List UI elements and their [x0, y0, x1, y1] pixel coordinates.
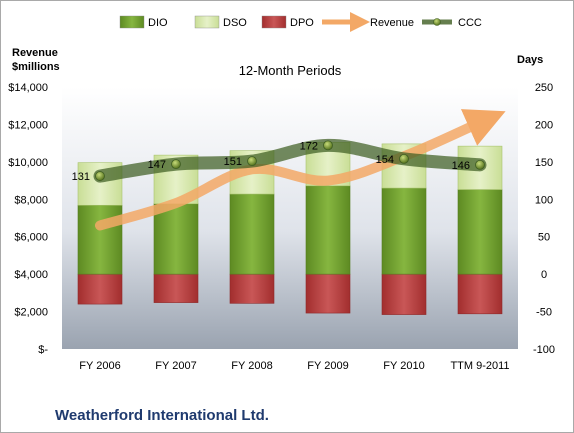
x-tick-label: FY 2009 — [307, 360, 348, 372]
ccc-marker — [171, 159, 181, 170]
chart-subtitle: 12-Month Periods — [239, 63, 342, 78]
legend-marker-ccc — [433, 18, 441, 26]
dpo-bar — [77, 273, 123, 305]
ccc-data-label: 146 — [452, 160, 470, 172]
dio-bar — [457, 189, 503, 275]
dio-bar — [77, 204, 123, 275]
x-tick-label: TTM 9-2011 — [450, 360, 509, 372]
legend-swatch-dso — [194, 15, 220, 29]
left-axis-label-line1: Revenue — [12, 47, 58, 59]
ccc-data-label: 151 — [224, 156, 242, 168]
dio-bar — [229, 193, 275, 275]
revenue-line — [95, 109, 506, 231]
ccc-marker — [399, 153, 409, 164]
legend-label-dso: DSO — [223, 17, 247, 29]
legend-label-ccc: CCC — [458, 17, 482, 29]
right-tick-label: 100 — [535, 194, 553, 206]
x-tick-label: FY 2006 — [79, 360, 120, 372]
left-axis-label-line2: $millions — [12, 61, 60, 73]
x-tick-label: FY 2010 — [383, 360, 424, 372]
right-tick-label: -100 — [533, 344, 555, 356]
dio-bar — [305, 185, 351, 275]
ccc-line — [93, 138, 487, 183]
left-axis-ticks: $- $2,000 $4,000 $6,000 $8,000 $10,000 $12,000… — [8, 82, 48, 356]
right-tick-label: 200 — [535, 119, 553, 131]
ccc-marker — [475, 159, 485, 170]
dio-bar — [153, 203, 199, 275]
company-name: Weatherford International Ltd. — [55, 407, 269, 424]
dpo-bar — [305, 273, 351, 314]
dio-bar — [381, 187, 427, 275]
legend-swatch-dio — [119, 15, 145, 29]
right-tick-label: 50 — [538, 232, 550, 244]
x-axis-ticks: FY 2006 FY 2007 FY 2008 FY 2009 FY 2010 TTM 9… — [79, 360, 509, 372]
legend-label-dio: DIO — [148, 17, 168, 29]
left-tick-label: $4,000 — [14, 269, 48, 281]
left-tick-label: $2,000 — [14, 307, 48, 319]
left-tick-label: $10,000 — [8, 157, 48, 169]
ccc-marker — [323, 140, 333, 151]
right-tick-label: 150 — [535, 157, 553, 169]
right-axis-ticks: -100 -50 0 50 100 150 200 250 — [533, 82, 555, 356]
legend-swatch-dpo — [261, 15, 287, 29]
ccc-data-label: 131 — [72, 171, 90, 183]
right-tick-label: 0 — [541, 269, 547, 281]
legend-label-dpo: DPO — [290, 17, 314, 29]
left-tick-label: $- — [38, 344, 48, 356]
right-tick-label: -50 — [536, 307, 552, 319]
dpo-bar — [457, 273, 503, 315]
legend: DIO DSO DPO Revenue CCC — [119, 12, 482, 32]
left-tick-label: $6,000 — [14, 232, 48, 244]
dpo-bar — [229, 273, 275, 304]
legend-label-revenue: Revenue — [370, 17, 414, 29]
ccc-data-label: 154 — [376, 154, 394, 166]
x-tick-label: FY 2007 — [155, 360, 196, 372]
ccc-data-label: 172 — [300, 140, 318, 152]
ccc-marker — [95, 171, 105, 181]
left-tick-label: $8,000 — [14, 194, 48, 206]
dpo-bar — [153, 273, 199, 303]
left-tick-label: $14,000 — [8, 82, 48, 94]
right-tick-label: 250 — [535, 82, 553, 94]
ccc-data-label: 147 — [148, 159, 166, 171]
lines-group: 131 147 151 172 154 146 — [72, 109, 506, 231]
ccc-marker — [247, 156, 257, 167]
dpo-bar — [381, 273, 427, 315]
right-axis-label: Days — [517, 54, 543, 66]
left-tick-label: $12,000 — [8, 119, 48, 131]
x-tick-label: FY 2008 — [231, 360, 272, 372]
